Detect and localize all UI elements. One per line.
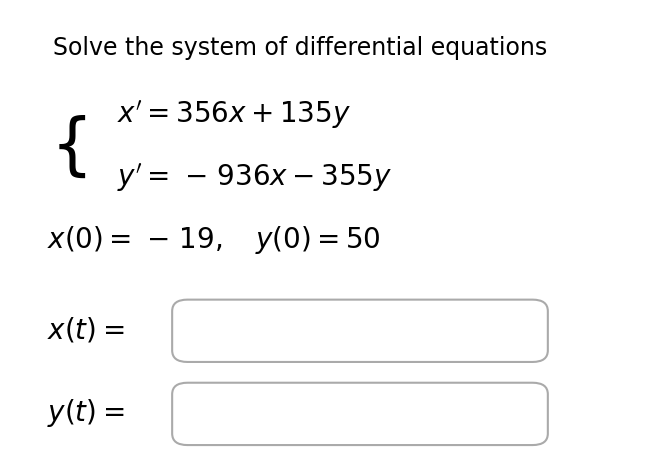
- Text: $x(0) =\ {-}\ 19, \quad y(0) = 50$: $x(0) =\ {-}\ 19, \quad y(0) = 50$: [47, 224, 381, 256]
- FancyBboxPatch shape: [172, 383, 548, 445]
- FancyBboxPatch shape: [172, 300, 548, 362]
- Text: $x(t) =$: $x(t) =$: [47, 315, 124, 344]
- Text: $y' =\ {-}\ 936x - 355y$: $y' =\ {-}\ 936x - 355y$: [117, 161, 392, 194]
- Text: $y(t) =$: $y(t) =$: [47, 397, 124, 429]
- Text: Solve the system of differential equations: Solve the system of differential equatio…: [53, 37, 547, 61]
- Text: $x' = 356x + 135y$: $x' = 356x + 135y$: [117, 99, 351, 131]
- Text: $\{$: $\{$: [50, 114, 86, 180]
